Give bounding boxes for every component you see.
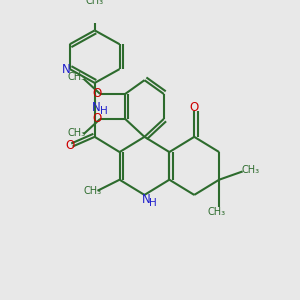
Text: H: H: [100, 106, 107, 116]
Text: O: O: [190, 101, 199, 114]
Text: O: O: [92, 88, 101, 100]
Text: CH₃: CH₃: [207, 206, 225, 217]
Text: N: N: [92, 101, 100, 114]
Text: CH₃: CH₃: [68, 128, 86, 138]
Text: CH₃: CH₃: [242, 165, 260, 175]
Text: N: N: [142, 194, 150, 206]
Text: O: O: [65, 139, 74, 152]
Text: CH₃: CH₃: [68, 72, 86, 82]
Text: O: O: [92, 112, 101, 125]
Text: H: H: [149, 198, 157, 208]
Text: N: N: [62, 63, 71, 76]
Text: CH₃: CH₃: [83, 186, 101, 196]
Text: CH₃: CH₃: [85, 0, 104, 6]
